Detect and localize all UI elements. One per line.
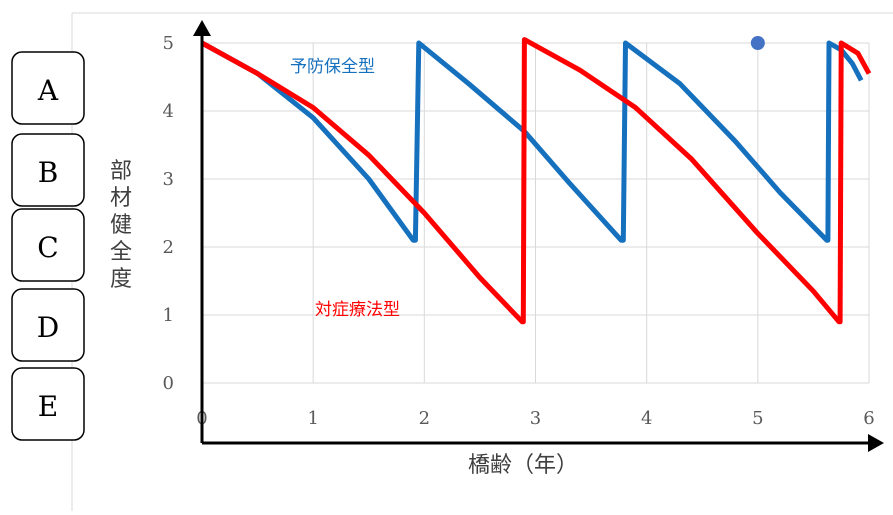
grid-lines <box>201 42 870 384</box>
axis-ticks: 0123456012345 <box>163 33 875 429</box>
y-tick-label: 3 <box>163 169 174 190</box>
x-tick-label: 3 <box>530 408 541 429</box>
y-axis-label-char: 度 <box>110 267 132 292</box>
x-axis-label: 橋齢（年） <box>468 453 578 478</box>
grade-box <box>11 367 85 441</box>
grade-label: A <box>37 74 59 107</box>
x-axis-arrow-icon <box>868 434 884 452</box>
y-axis-label-char: 全 <box>110 240 132 265</box>
legend-label-preventive: 予防保全型 <box>290 57 375 77</box>
grade-box <box>11 288 85 362</box>
y-tick-label: 4 <box>163 101 174 122</box>
series-line-reactive <box>200 37 872 325</box>
grade-box <box>11 51 85 125</box>
y-axis-label-char: 部 <box>110 159 132 184</box>
x-tick-label: 5 <box>752 408 763 429</box>
y-tick-label: 0 <box>163 373 174 394</box>
grade-label: D <box>37 311 59 344</box>
x-tick-label: 2 <box>419 408 430 429</box>
axes <box>193 20 884 452</box>
series-lines <box>200 37 872 325</box>
x-tick-label: 1 <box>307 408 318 429</box>
grade-label: E <box>38 390 58 423</box>
y-axis-arrow-icon <box>193 20 211 36</box>
y-axis-label: 部材健全度 <box>110 159 132 292</box>
grade-label: C <box>37 231 58 264</box>
series-line-preventive <box>200 40 864 243</box>
grade-label: B <box>38 156 59 189</box>
x-tick-label: 6 <box>863 408 874 429</box>
y-axis-label-char: 材 <box>110 186 132 211</box>
grade-box <box>11 133 85 207</box>
y-tick-label: 1 <box>163 305 174 326</box>
grade-labels: A B C D E <box>11 51 85 441</box>
marker-points <box>750 36 765 50</box>
data-point-marker <box>750 36 765 50</box>
x-tick-label: 4 <box>641 408 652 429</box>
grade-box <box>11 208 85 282</box>
y-tick-label: 2 <box>163 237 174 258</box>
y-tick-label: 5 <box>163 33 174 54</box>
y-axis-label-char: 健 <box>110 213 132 238</box>
legend-label-reactive: 対症療法型 <box>315 300 400 320</box>
